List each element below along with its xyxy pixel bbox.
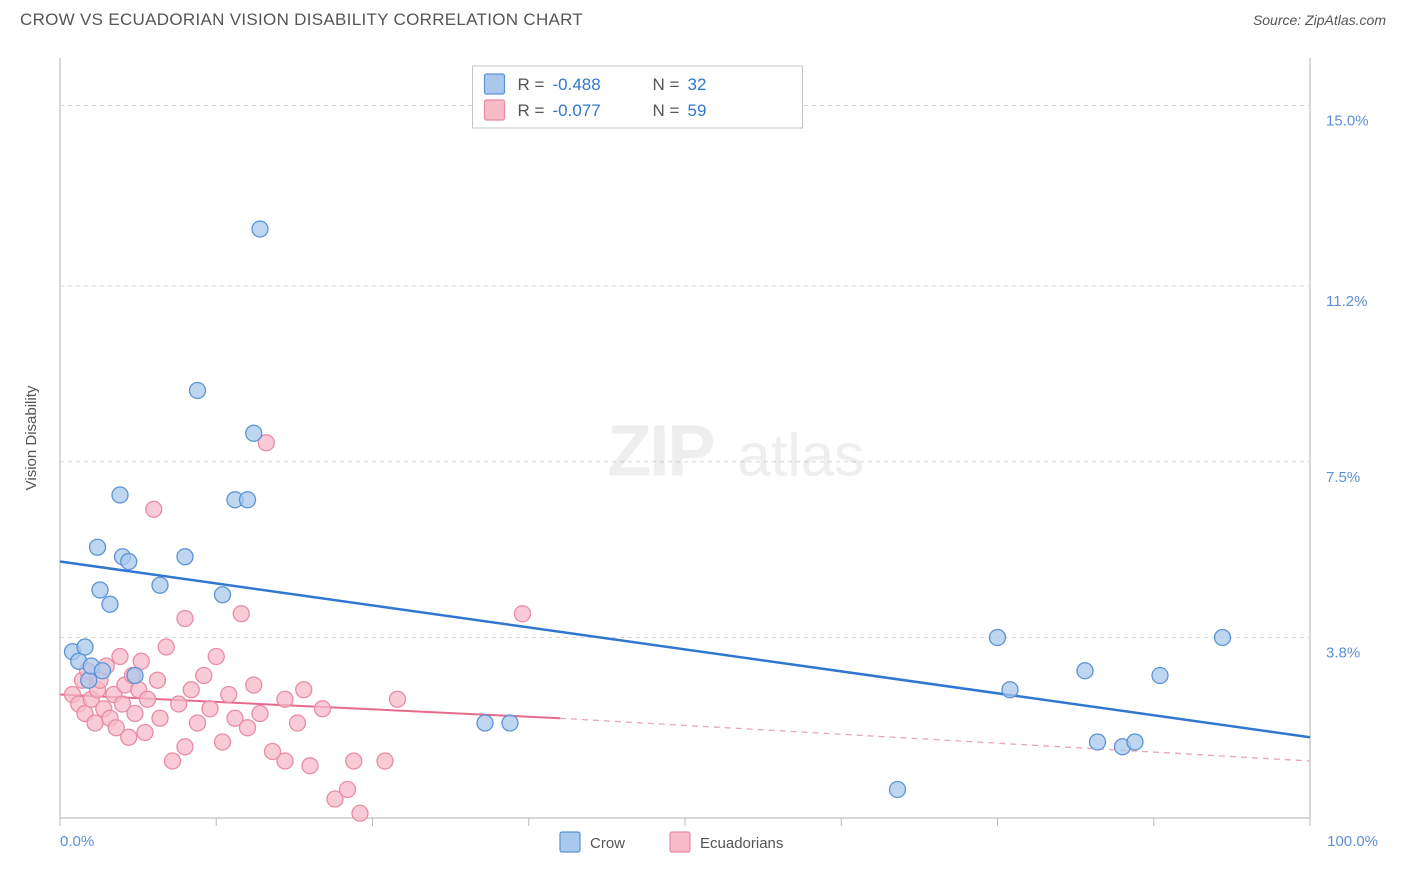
- chart-header: CROW VS ECUADORIAN VISION DISABILITY COR…: [0, 0, 1406, 36]
- data-point-ecuadorians: [158, 639, 174, 655]
- data-point-ecuadorians: [137, 725, 153, 741]
- data-point-ecuadorians: [240, 720, 256, 736]
- legend-label-ecuadorians: Ecuadorians: [700, 835, 783, 852]
- data-point-crow: [477, 715, 493, 731]
- data-point-ecuadorians: [208, 649, 224, 665]
- data-point-crow: [246, 425, 262, 441]
- legend-r-value: -0.077: [553, 101, 601, 120]
- data-point-ecuadorians: [196, 668, 212, 684]
- data-point-crow: [1152, 668, 1168, 684]
- data-point-ecuadorians: [352, 805, 368, 821]
- data-point-ecuadorians: [315, 701, 331, 717]
- scatter-chart-svg: 3.8% 7.5% 11.2% 15.0% ZIP atlas 0.0% 100.0% Visi…: [20, 46, 1386, 872]
- chart-title: CROW VS ECUADORIAN VISION DISABILITY COR…: [20, 10, 583, 30]
- data-point-ecuadorians: [150, 672, 166, 688]
- data-point-ecuadorians: [340, 782, 356, 798]
- trendline-ecuadorians-extrapolated: [560, 718, 1310, 761]
- data-point-crow: [102, 596, 118, 612]
- legend-swatch-ecuadorians: [670, 832, 690, 852]
- data-point-crow: [152, 577, 168, 593]
- data-point-ecuadorians: [140, 691, 156, 707]
- data-point-ecuadorians: [171, 696, 187, 712]
- y-tick-label: 3.8%: [1326, 645, 1360, 662]
- data-point-crow: [81, 672, 97, 688]
- legend-n-value: 59: [688, 101, 707, 120]
- data-point-crow: [890, 782, 906, 798]
- data-point-ecuadorians: [302, 758, 318, 774]
- data-point-ecuadorians: [346, 753, 362, 769]
- watermark: ZIP: [607, 412, 713, 492]
- data-point-ecuadorians: [246, 677, 262, 693]
- legend-label-crow: Crow: [590, 835, 625, 852]
- y-tick-label: 11.2%: [1326, 293, 1367, 310]
- legend-r-label: R =: [518, 75, 545, 94]
- data-point-ecuadorians: [290, 715, 306, 731]
- legend-swatch-crow: [560, 832, 580, 852]
- data-point-ecuadorians: [127, 706, 143, 722]
- data-point-ecuadorians: [183, 682, 199, 698]
- data-point-crow: [95, 663, 111, 679]
- data-point-crow: [1215, 630, 1231, 646]
- data-point-ecuadorians: [202, 701, 218, 717]
- data-point-ecuadorians: [377, 753, 393, 769]
- legend-n-value: 32: [688, 75, 707, 94]
- data-point-crow: [127, 668, 143, 684]
- x-tick-label: 0.0%: [60, 833, 94, 850]
- data-point-ecuadorians: [146, 501, 162, 517]
- data-point-crow: [1090, 734, 1106, 750]
- x-tick-label: 100.0%: [1327, 833, 1378, 850]
- data-point-crow: [112, 487, 128, 503]
- data-point-crow: [77, 639, 93, 655]
- y-tick-label: 15.0%: [1326, 113, 1369, 130]
- data-point-ecuadorians: [165, 753, 181, 769]
- trendline-crow: [60, 562, 1310, 738]
- data-point-ecuadorians: [215, 734, 231, 750]
- legend-n-label: N =: [653, 75, 680, 94]
- data-point-ecuadorians: [112, 649, 128, 665]
- data-point-ecuadorians: [121, 729, 137, 745]
- data-point-crow: [252, 221, 268, 237]
- data-point-ecuadorians: [277, 753, 293, 769]
- data-point-crow: [1127, 734, 1143, 750]
- watermark: atlas: [737, 422, 864, 489]
- legend-swatch-crow: [485, 74, 505, 94]
- chart-source: Source: ZipAtlas.com: [1253, 12, 1386, 28]
- data-point-crow: [121, 554, 137, 570]
- y-tick-label: 7.5%: [1326, 469, 1360, 486]
- data-point-ecuadorians: [221, 687, 237, 703]
- data-point-crow: [990, 630, 1006, 646]
- legend-r-value: -0.488: [553, 75, 601, 94]
- legend-n-label: N =: [653, 101, 680, 120]
- data-point-ecuadorians: [177, 739, 193, 755]
- data-point-ecuadorians: [252, 706, 268, 722]
- data-point-ecuadorians: [87, 715, 103, 731]
- data-point-crow: [1077, 663, 1093, 679]
- data-point-crow: [1002, 682, 1018, 698]
- legend-r-label: R =: [518, 101, 545, 120]
- data-point-ecuadorians: [152, 710, 168, 726]
- data-point-crow: [502, 715, 518, 731]
- data-point-ecuadorians: [390, 691, 406, 707]
- data-point-ecuadorians: [515, 606, 531, 622]
- data-point-crow: [177, 549, 193, 565]
- legend-swatch-ecuadorians: [485, 100, 505, 120]
- data-point-crow: [92, 582, 108, 598]
- data-point-ecuadorians: [190, 715, 206, 731]
- chart-area: 3.8% 7.5% 11.2% 15.0% ZIP atlas 0.0% 100.0% Visi…: [20, 46, 1386, 872]
- y-axis-label: Vision Disability: [23, 385, 40, 490]
- data-point-crow: [215, 587, 231, 603]
- data-point-crow: [190, 383, 206, 399]
- data-point-crow: [90, 539, 106, 555]
- data-point-ecuadorians: [177, 611, 193, 627]
- data-point-ecuadorians: [133, 653, 149, 669]
- data-point-ecuadorians: [233, 606, 249, 622]
- data-point-ecuadorians: [296, 682, 312, 698]
- data-point-crow: [240, 492, 256, 508]
- data-point-ecuadorians: [277, 691, 293, 707]
